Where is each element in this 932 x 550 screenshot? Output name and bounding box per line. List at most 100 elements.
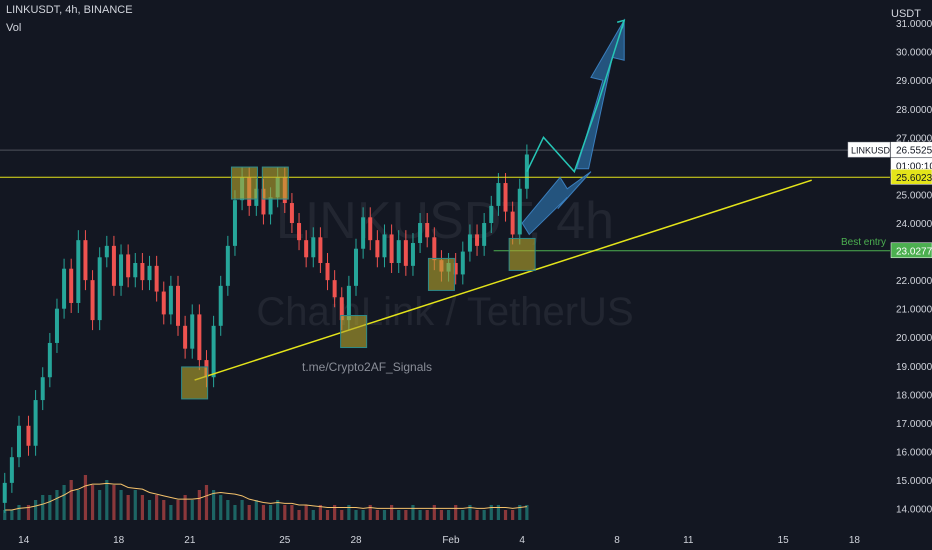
symbol-tag-bg	[847, 141, 891, 158]
support-price-tag-bg	[890, 242, 932, 259]
candle	[382, 234, 387, 258]
volume-bar	[325, 510, 330, 520]
highlight-box	[427, 257, 455, 291]
candle	[482, 223, 487, 246]
y-tick-label: 29.0000	[896, 76, 932, 87]
volume-bar	[404, 510, 408, 520]
volume-bar	[418, 510, 422, 520]
candle	[460, 251, 465, 275]
volume-bar	[90, 485, 95, 520]
candle	[40, 377, 45, 401]
volume-bar	[368, 505, 372, 520]
volume-bar	[133, 490, 137, 520]
candle	[140, 263, 145, 281]
volume-bar	[26, 505, 31, 520]
x-tick-label: 14	[18, 535, 30, 546]
candle	[190, 314, 195, 349]
candle	[503, 183, 508, 212]
candle	[425, 223, 430, 238]
candle	[119, 254, 124, 286]
volume-bar	[525, 505, 529, 520]
volume-bar	[41, 495, 45, 520]
volume-ma-line	[4, 482, 527, 511]
annotation-best-entry: Best entry	[841, 237, 886, 248]
volume-bar	[105, 480, 109, 520]
y-tick-label: 22.0000	[896, 276, 932, 287]
volume-bar	[190, 500, 194, 520]
volume-bar	[69, 480, 73, 520]
volume-bar	[83, 475, 88, 520]
volume-bar	[10, 510, 14, 520]
volume-bar	[304, 505, 308, 520]
candle	[183, 325, 188, 349]
y-tick-label: 19.0000	[896, 362, 932, 373]
volume-bar	[354, 510, 358, 520]
candle	[83, 240, 88, 281]
volume-bar	[446, 510, 451, 520]
y-axis: 14.0000 15.0000 16.0000 17.0000 18.0000 19.00…	[896, 19, 932, 515]
candle	[496, 183, 501, 206]
volume-bar	[468, 505, 472, 520]
y-tick-label: 17.0000	[896, 419, 932, 430]
candle	[410, 243, 415, 266]
candle	[289, 203, 294, 224]
volume-bar	[3, 510, 7, 520]
candle	[368, 217, 373, 241]
candle	[346, 285, 351, 321]
candle	[16, 425, 21, 458]
candle	[389, 234, 394, 263]
volume-bar	[204, 485, 209, 520]
candle	[90, 280, 95, 321]
volume-bar	[226, 500, 230, 520]
x-tick-label: 11	[683, 535, 694, 546]
candle	[211, 325, 216, 378]
volume-bar	[439, 510, 444, 520]
volume-bar	[169, 505, 173, 520]
candle	[62, 268, 67, 309]
candle	[297, 223, 302, 241]
symbol-title: LINKUSDT, 4h, BINANCE	[6, 4, 133, 16]
volume-bar	[425, 510, 429, 520]
volume-bar	[290, 505, 294, 520]
candle	[126, 254, 131, 278]
volume-bar	[333, 505, 337, 520]
volume-bar	[347, 505, 351, 520]
volume-bar	[240, 500, 244, 520]
support-price-tag-text: 23.0277	[896, 246, 932, 257]
candle	[432, 237, 437, 261]
volume-bar	[98, 490, 102, 520]
volume-bar	[55, 490, 59, 520]
countdown-tag-text: 01:00:10	[896, 162, 932, 173]
volume-label: Vol	[6, 22, 22, 34]
candle	[33, 400, 38, 446]
candle	[2, 482, 7, 503]
candle	[154, 265, 159, 292]
volume-bar	[311, 510, 315, 520]
candle	[467, 234, 472, 252]
volume-bar	[454, 505, 458, 520]
x-tick-label: 15	[778, 535, 790, 546]
candle	[311, 237, 316, 258]
candle	[176, 285, 180, 326]
volume-bar	[489, 505, 493, 520]
volume-bar	[119, 490, 123, 520]
candle	[104, 245, 109, 258]
axis-currency-label: USDT	[891, 8, 921, 20]
volume-bar	[219, 495, 223, 520]
candle	[111, 245, 116, 286]
candle	[453, 263, 458, 275]
x-tick-label: Feb	[442, 535, 460, 546]
volume-bar	[254, 500, 258, 520]
candle	[9, 457, 14, 483]
volume-bar	[475, 510, 479, 520]
candle	[489, 205, 494, 224]
candle	[133, 263, 138, 278]
volume-bar	[361, 510, 365, 520]
volume-bar	[76, 490, 80, 520]
volume-bar	[432, 505, 436, 520]
y-tick-label: 20.0000	[896, 333, 932, 344]
volume-bar	[34, 500, 38, 520]
y-tick-label: 27.0000	[896, 133, 932, 144]
